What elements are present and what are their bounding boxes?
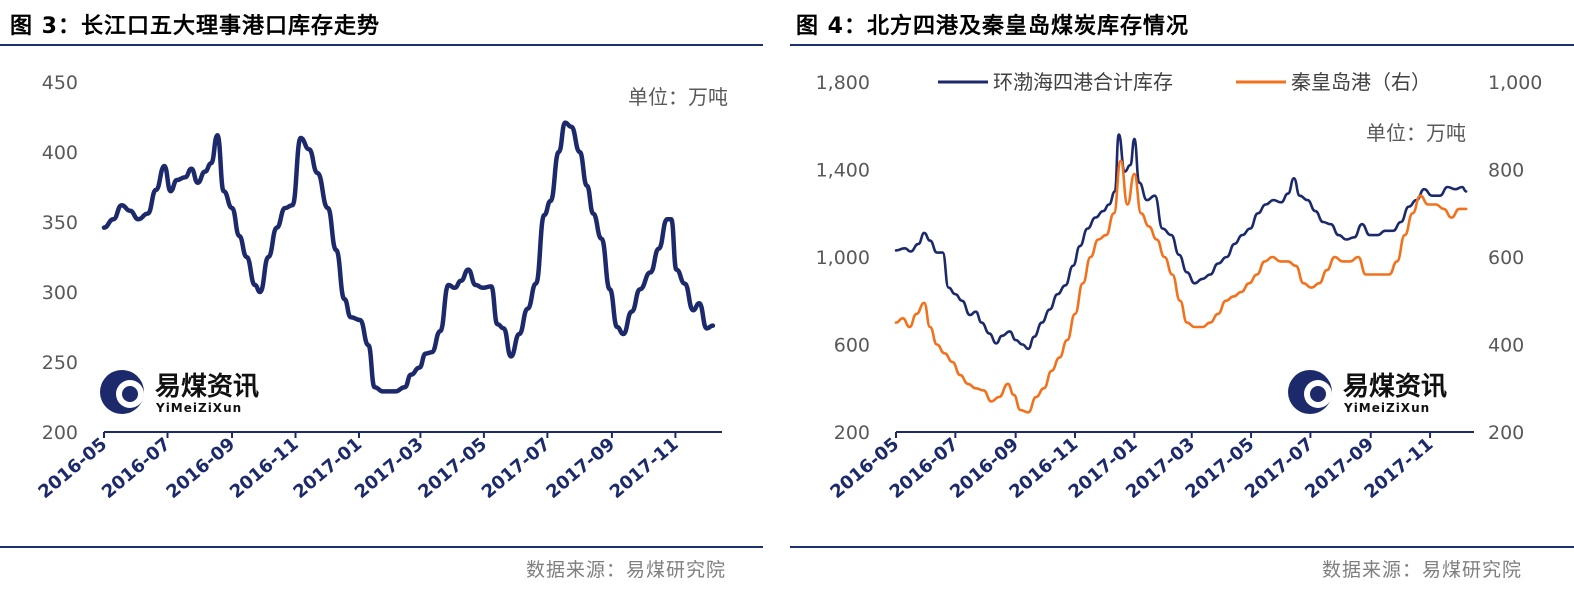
line-chart-right: 2016-052016-072016-092016-112017-012017-… [816,70,1543,503]
watermark-cn: 易煤资讯 [1343,372,1447,402]
bottom-rule-left [0,546,763,548]
legend-label-series-2: 秦皇岛港（右） [1291,70,1431,94]
y-tick-label-right: 400 [1488,335,1524,357]
figure-title-right: 图 4：北方四港及秦皇岛煤炭库存情况 [796,14,1189,39]
x-tick-label: 2016-07 [98,434,175,503]
source-note-left: 数据来源：易煤研究院 [526,559,727,581]
y-tick-label-left: 450 [42,72,78,94]
y-tick-label-right: 200 [1488,422,1524,444]
y-tick-label-left: 200 [42,422,78,444]
watermark-en: YiMeiZiXun [1343,401,1430,415]
y-tick-label-left: 600 [834,335,870,357]
y-tick-label-left: 200 [834,422,870,444]
x-tick-label: 2017-09 [542,434,619,503]
line-chart-left: 2016-052016-072016-092016-112017-012017-… [34,72,728,503]
y-tick-label-left: 400 [42,142,78,164]
y-tick-label-left: 350 [42,212,78,234]
watermark-cn: 易煤资讯 [155,372,259,402]
y-tick-label-left: 1,800 [816,72,870,94]
x-tick-label: 2017-07 [478,434,555,503]
watermark-logo: 易煤资讯 YiMeiZiXun [1288,370,1447,415]
top-rule-right [790,44,1574,46]
x-tick-label: 2017-11 [606,434,683,503]
y-tick-label-right: 1,000 [1488,72,1542,94]
unit-note: 单位：万吨 [628,85,728,109]
legend-label-series-1: 环渤海四港合计库存 [993,70,1173,94]
y-tick-label-left: 250 [42,352,78,374]
unit-note: 单位：万吨 [1366,121,1466,145]
x-tick-label: 2017-05 [414,434,491,503]
watermark-logo: 易煤资讯 YiMeiZiXun [100,370,259,415]
bottom-rule-right [790,546,1574,548]
y-tick-label-right: 600 [1488,247,1524,269]
y-tick-label-right: 800 [1488,160,1524,182]
series-line-2 [894,159,1468,414]
source-note-right: 数据来源：易煤研究院 [1322,559,1523,581]
x-tick-label: 2016-09 [162,434,239,503]
figure-title-left: 图 3：长江口五大理事港口库存走势 [10,14,380,39]
y-tick-label-left: 1,000 [816,247,870,269]
top-rule-left [0,44,763,46]
series-line-1 [894,133,1468,351]
watermark-en: YiMeiZiXun [155,401,242,415]
x-tick-label: 2017-03 [351,434,428,503]
y-tick-label-left: 300 [42,282,78,304]
x-tick-label: 2016-05 [34,434,111,503]
x-tick-label: 2016-11 [226,434,303,503]
legend: 环渤海四港合计库存 秦皇岛港（右） [938,70,1431,94]
y-tick-label-left: 1,400 [816,160,870,182]
series-line-1 [101,120,716,394]
